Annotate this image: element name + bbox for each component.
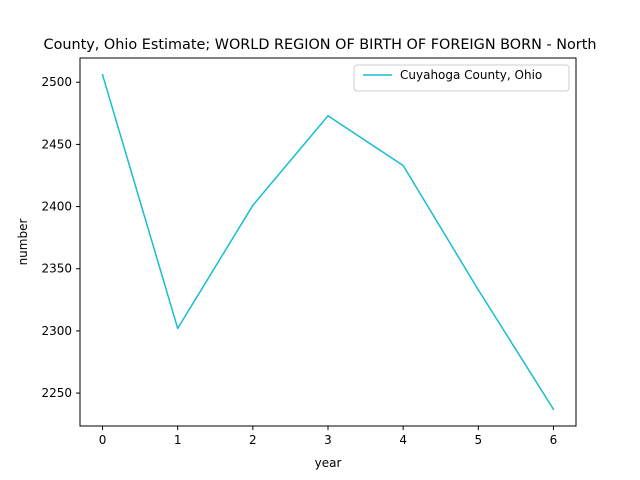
x-tick-label: 6 [550,433,558,447]
plot-area [80,58,576,426]
x-tick-label: 2 [249,433,257,447]
legend-box [353,64,570,92]
x-tick-label: 4 [399,433,407,447]
data-point [176,327,179,330]
y-axis-ticks: 2250 2300 2350 2400 2450 2500 [41,75,80,400]
x-tick-label: 5 [474,433,482,447]
x-tick-label: 3 [324,433,332,447]
y-axis-label: number [16,219,30,266]
x-axis-ticks: 0 1 2 3 4 5 6 [99,426,558,447]
y-tick-label: 2500 [41,75,72,89]
y-tick-label: 2350 [41,262,72,276]
chart-title: County, Ohio Estimate; WORLD REGION OF B… [44,37,597,53]
x-tick-label: 1 [174,433,182,447]
data-point [327,115,329,117]
legend-label: Cuyahoga County, Ohio [400,68,542,82]
series-layer [101,73,555,411]
y-tick-label: 2450 [41,137,72,151]
data-point [252,204,254,207]
y-tick-label: 2250 [41,386,72,400]
x-axis-label: year [315,456,342,470]
y-tick-label: 2300 [41,324,72,338]
legend: Cuyahoga County, Ohio [353,64,570,92]
plot-frame [79,57,577,427]
data-point [101,74,104,76]
x-tick-label: 0 [99,433,107,447]
data-point [402,164,404,167]
data-point [552,408,555,410]
y-tick-label: 2400 [41,200,72,214]
data-point [477,289,480,291]
